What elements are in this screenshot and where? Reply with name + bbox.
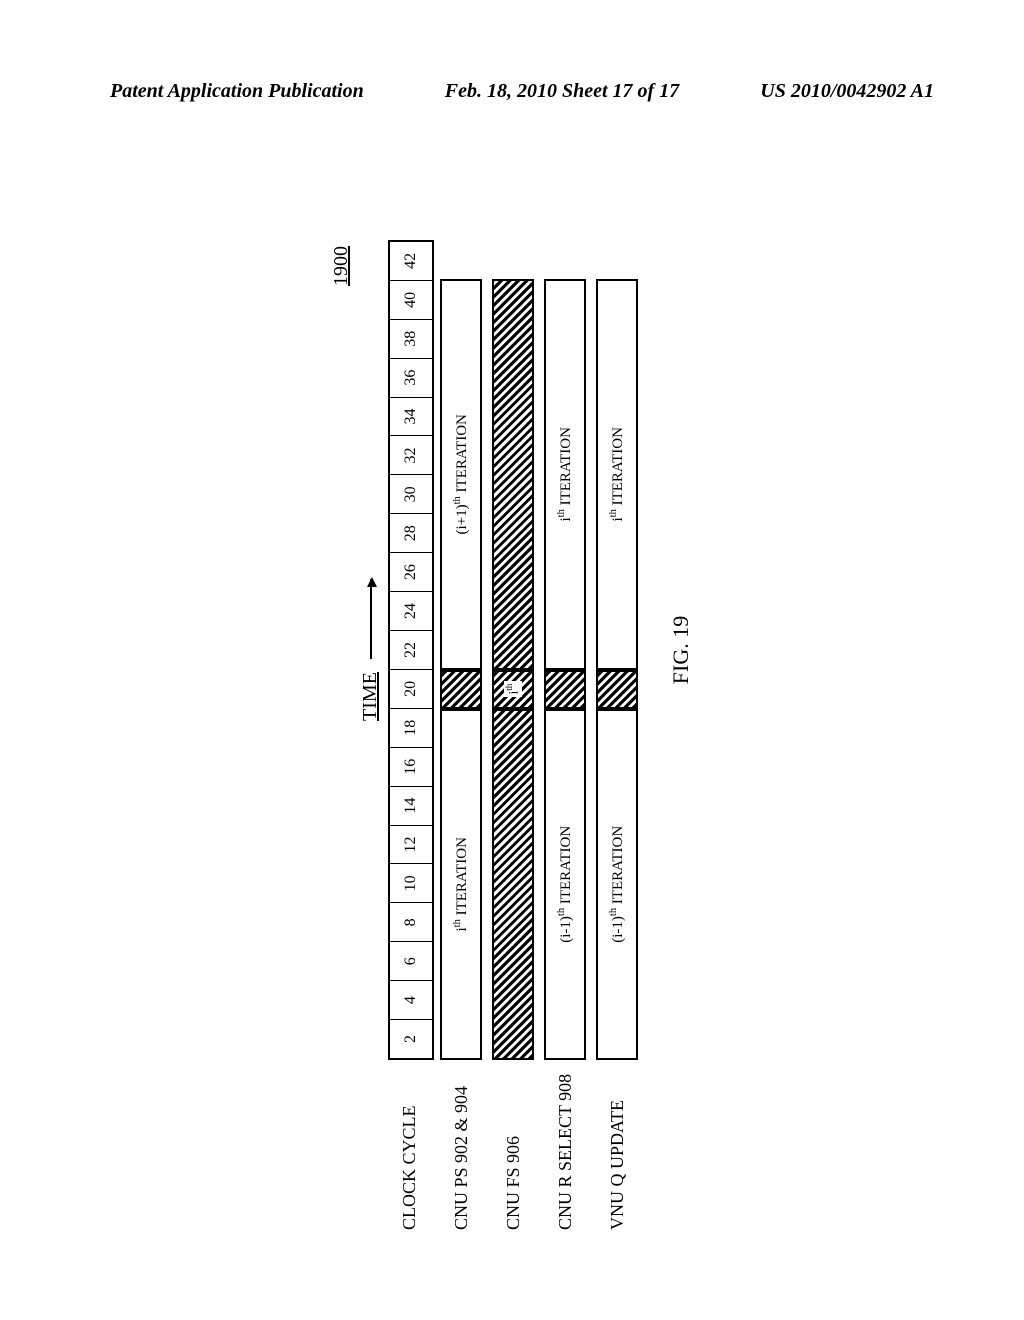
bar-text: (i-1)th ITERATION: [608, 826, 627, 943]
iteration-bar: (i-1)th ITERATION: [596, 709, 638, 1060]
row-label: CNU R SELECT 908: [544, 1070, 586, 1230]
timing-chart: CLOCK CYCLECNU PS 902 & 904CNU FS 906CNU…: [388, 240, 638, 1060]
iteration-bar: (i+1)th ITERATION: [440, 279, 482, 669]
gap-bar: ith: [492, 670, 534, 709]
clock-cycle-cells: 24681012141618202224262830323436384042: [388, 240, 434, 1060]
clock-cell: 10: [390, 863, 432, 902]
clock-cell: 32: [390, 436, 432, 475]
header-right: US 2010/0042902 A1: [760, 80, 934, 103]
gap-bar: [492, 279, 534, 669]
iteration-bar: (i-1)th ITERATION: [544, 709, 586, 1060]
clock-cell: 28: [390, 513, 432, 552]
clock-cell: 12: [390, 825, 432, 864]
clock-cell: 18: [390, 708, 432, 747]
header-left: Patent Application Publication: [110, 80, 364, 103]
header-mid: Feb. 18, 2010 Sheet 17 of 17: [445, 80, 679, 103]
clock-cell: 22: [390, 630, 432, 669]
iteration-bar: ith ITERATION: [596, 279, 638, 669]
iteration-bar: ith ITERATION: [440, 709, 482, 1060]
gap-bar: [544, 670, 586, 709]
clock-cell: 24: [390, 591, 432, 630]
row-label: CNU FS 906: [492, 1070, 534, 1230]
row-label: CLOCK CYCLE: [388, 1070, 430, 1230]
clock-cell: 16: [390, 747, 432, 786]
bar-text: ith ITERATION: [556, 427, 575, 521]
row-labels: CLOCK CYCLECNU PS 902 & 904CNU FS 906CNU…: [388, 1070, 648, 1230]
figure-reference-number: 1900: [330, 246, 353, 1060]
chart-row: ith: [492, 240, 534, 1060]
chart-row: (i-1)th ITERATION ith ITERATION: [596, 240, 638, 1060]
clock-cell: 8: [390, 902, 432, 941]
clock-cell: 30: [390, 474, 432, 513]
clock-cell: 14: [390, 786, 432, 825]
clock-cell: 4: [390, 980, 432, 1019]
clock-cell: 38: [390, 319, 432, 358]
clock-cell: 34: [390, 397, 432, 436]
bar-text: ith ITERATION: [452, 837, 471, 931]
bar-text: (i+1)th ITERATION: [452, 414, 471, 534]
clock-cell: 6: [390, 941, 432, 980]
clock-cell: 2: [390, 1019, 432, 1058]
clock-cell: 42: [390, 242, 432, 280]
page-header: Patent Application Publication Feb. 18, …: [0, 0, 1024, 103]
chart-rows: 24681012141618202224262830323436384042it…: [388, 240, 638, 1060]
bar-text: ith ITERATION: [608, 427, 627, 521]
row-label: CNU PS 902 & 904: [440, 1070, 482, 1230]
gap-bar: [596, 670, 638, 709]
gap-bar: [492, 709, 534, 1060]
row-label: VNU Q UPDATE: [596, 1070, 638, 1230]
time-arrow-icon: [370, 579, 372, 659]
chart-row: (i-1)th ITERATION ith ITERATION: [544, 240, 586, 1060]
chart-row: ith ITERATION (i+1)th ITERATION: [440, 240, 482, 1060]
iteration-bar: ith ITERATION: [544, 279, 586, 669]
gap-bar: [440, 670, 482, 709]
time-axis-label: TIME: [359, 240, 382, 1060]
clock-cell: 20: [390, 669, 432, 708]
figure-caption: FIG. 19: [668, 240, 694, 1060]
chart-row: 24681012141618202224262830323436384042: [388, 240, 430, 1060]
clock-cell: 40: [390, 280, 432, 319]
figure-19: 1900 TIME CLOCK CYCLECNU PS 902 & 904CNU…: [330, 240, 694, 1060]
clock-cell: 36: [390, 358, 432, 397]
bar-text: ith: [504, 681, 521, 698]
clock-cell: 26: [390, 552, 432, 591]
bar-text: (i-1)th ITERATION: [556, 826, 575, 943]
